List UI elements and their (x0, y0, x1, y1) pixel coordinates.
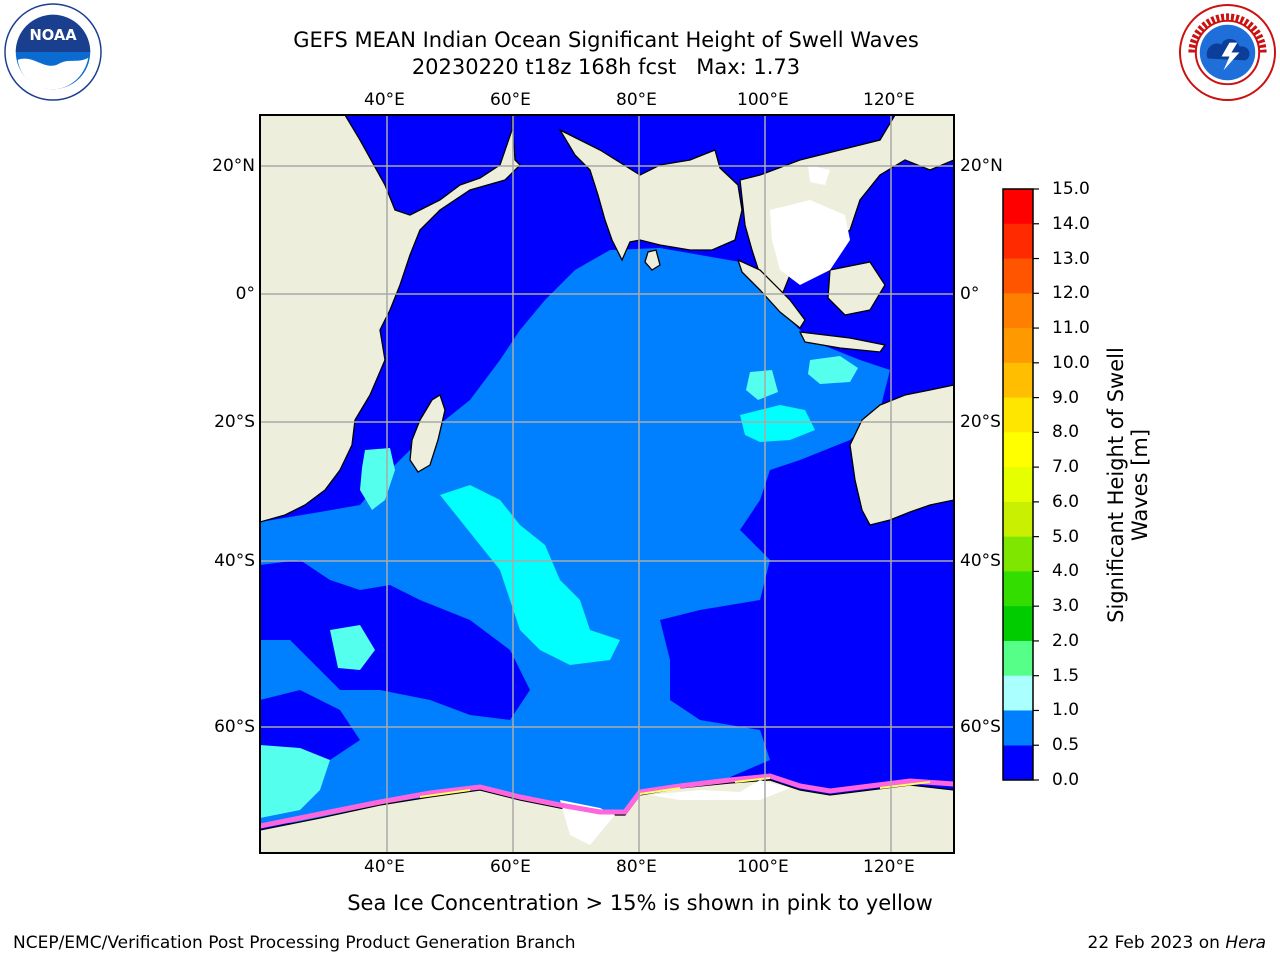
nws-logo (1178, 3, 1277, 102)
noaa-logo: NOAA (4, 3, 102, 101)
lon-label-bottom-80e: 80°E (616, 857, 657, 877)
footer-date-text: 22 Feb 2023 on (1087, 933, 1226, 953)
lon-label-top-80e: 80°E (616, 90, 657, 110)
colorbar-tick-label: 9.0 (1052, 387, 1080, 408)
lon-label-bottom-40e: 40°E (364, 857, 405, 877)
colorbar-swatch (1003, 606, 1033, 642)
swell-zone-light-sw (260, 745, 330, 818)
colorbar-tick-label: 0.5 (1052, 735, 1080, 756)
lon-label-bottom-100e: 100°E (737, 857, 789, 877)
colorbar-tick-label: 2.0 (1052, 630, 1080, 651)
colorbar-swatch (1003, 467, 1033, 503)
colorbar-swatch (1003, 675, 1033, 711)
swell-zone-light-4 (746, 370, 778, 400)
colorbar-tick-label: 6.0 (1052, 491, 1080, 512)
no-data-patches (560, 165, 850, 845)
swell-zone-light (440, 485, 620, 665)
colorbar-swatch (1003, 362, 1033, 399)
land-borneo (827, 261, 886, 316)
lat-label-left-20s: 20°S (214, 412, 255, 432)
colorbar-tick-label: 1.0 (1052, 700, 1080, 721)
footer-host: Hera (1225, 933, 1266, 953)
lat-label-right-20n: 20°N (960, 156, 1003, 176)
land-madagascar (409, 394, 446, 473)
colorbar-tick-label: 14.0 (1052, 213, 1090, 234)
colorbar-swatch (1003, 189, 1033, 225)
map-title: GEFS MEAN Indian Ocean Significant Heigh… (293, 28, 919, 52)
lat-label-left-40s: 40°S (214, 551, 255, 571)
lat-label-right-40s: 40°S (960, 551, 1001, 571)
colorbar-swatch (1003, 571, 1033, 607)
colorbar-swatch (1003, 397, 1033, 433)
lat-label-right-0: 0° (960, 284, 980, 304)
lat-label-right-20s: 20°S (960, 412, 1001, 432)
land-srilanka (644, 249, 661, 271)
colorbar-swatch (1003, 258, 1033, 294)
lon-label-top-100e: 100°E (737, 90, 789, 110)
sea-ice-note: Sea Ice Concentration > 15% is shown in … (347, 891, 933, 915)
lat-label-left-20n: 20°N (212, 156, 255, 176)
colorbar-label: Significant Height of Swell Waves [m] (1104, 347, 1152, 623)
swell-zone-light-3 (808, 356, 858, 384)
land-australia (849, 384, 954, 526)
colorbar-swatch (1003, 640, 1033, 677)
colorbar-frame (1002, 188, 1034, 781)
colorbar-tick-label: 1.5 (1052, 665, 1080, 686)
lon-label-bottom-120e: 120°E (863, 857, 915, 877)
colorbar-swatch (1003, 293, 1033, 329)
map-gridlines (260, 115, 954, 853)
map-frame (259, 114, 955, 854)
colorbar-tick-label: 12.0 (1052, 283, 1090, 304)
colorbar-tick-label: 11.0 (1052, 318, 1090, 339)
swell-zone-deep-s (260, 690, 360, 760)
lat-label-left-0: 0° (235, 284, 255, 304)
land-india (558, 128, 743, 262)
lon-label-top-60e: 60°E (490, 90, 531, 110)
colorbar-swatch (1003, 501, 1033, 538)
colorbar-swatch (1003, 745, 1033, 780)
colorbar-tick-label: 8.0 (1052, 422, 1080, 443)
lon-label-bottom-60e: 60°E (490, 857, 531, 877)
swell-zone-light-2 (740, 405, 815, 442)
lat-label-right-60s: 60°S (960, 717, 1001, 737)
land-java (798, 331, 887, 353)
footer-credit: NCEP/EMC/Verification Post Processing Pr… (13, 933, 576, 953)
colorbar-swatch (1003, 432, 1033, 468)
colorbar-swatch (1003, 328, 1033, 364)
land-africa (260, 115, 521, 523)
noaa-logo-text: NOAA (29, 27, 77, 44)
colorbar-swatch (1003, 710, 1033, 746)
lon-label-top-40e: 40°E (364, 90, 405, 110)
colorbar-tick-label: 4.0 (1052, 561, 1080, 582)
map-subtitle: 20230220 t18z 168h fcst Max: 1.73 (411, 55, 801, 79)
colorbar-swatch (1003, 536, 1033, 572)
lat-label-left-60s: 60°S (214, 717, 255, 737)
swell-zone-light-mid-s (330, 625, 375, 670)
sea-ice-edge (260, 773, 954, 829)
sea-ice-edge-yellow (419, 777, 931, 798)
colorbar-tick-label: 5.0 (1052, 526, 1080, 547)
colorbar-tick-label: 3.0 (1052, 596, 1080, 617)
lon-label-top-120e: 120°E (863, 90, 915, 110)
colorbar-swatch (1003, 223, 1033, 260)
footer-date: 22 Feb 2023 on Hera (1088, 933, 1266, 953)
colorbar-tick-label: 7.0 (1052, 457, 1080, 478)
colorbar-tick-label: 10.0 (1052, 352, 1090, 373)
colorbar-tick-label: 15.0 (1052, 179, 1090, 199)
colorbar-tick-label: 13.0 (1052, 248, 1090, 269)
swell-zone-deep-sw (260, 560, 530, 720)
colorbar-tick-label: 0.0 (1052, 770, 1080, 790)
